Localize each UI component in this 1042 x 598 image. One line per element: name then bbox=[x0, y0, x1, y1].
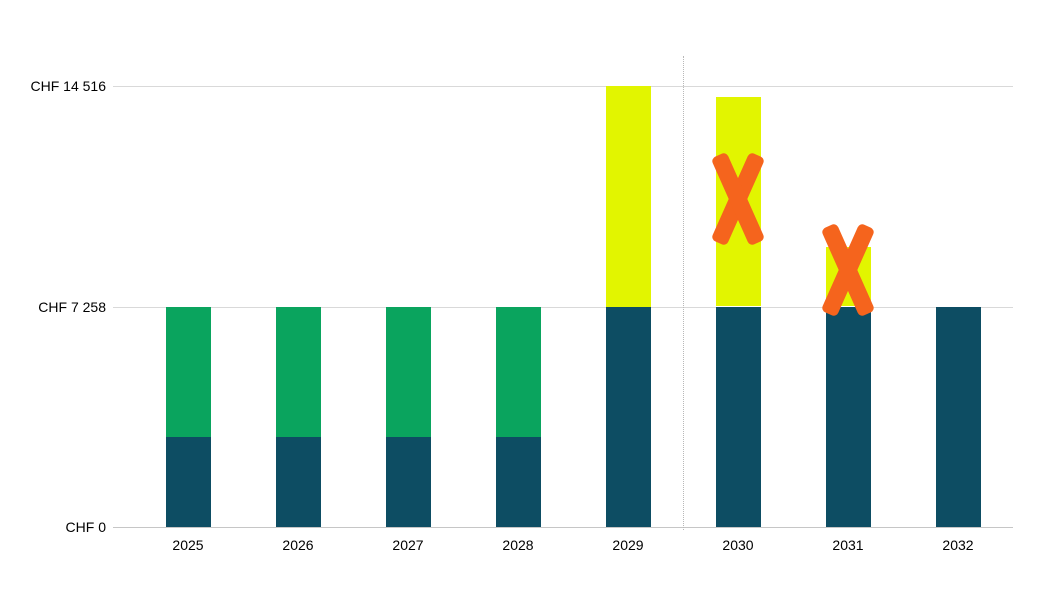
x-marker bbox=[706, 151, 770, 247]
gridline bbox=[113, 527, 1013, 528]
bar-segment-remaining-contribution bbox=[495, 306, 541, 438]
x-axis-label: 2029 bbox=[612, 537, 644, 553]
x-axis-label: 2032 bbox=[942, 537, 974, 553]
x-axis-label: 2028 bbox=[502, 537, 534, 553]
gridline bbox=[113, 86, 1013, 87]
bar-segment-paid-contribution bbox=[935, 306, 981, 527]
plot-area bbox=[113, 56, 1013, 530]
x-marker bbox=[816, 222, 880, 318]
period-divider bbox=[683, 56, 684, 530]
bar-segment-paid-contribution bbox=[715, 306, 761, 527]
y-axis-label: CHF 7 258 bbox=[38, 298, 106, 315]
bar-segment-purchase-potential bbox=[605, 86, 651, 307]
gridline bbox=[113, 306, 1013, 308]
bar-segment-paid-contribution bbox=[275, 437, 321, 527]
bar-segment-paid-contribution bbox=[385, 437, 431, 527]
bar-segment-paid-contribution bbox=[825, 306, 871, 527]
bar-segment-paid-contribution bbox=[165, 437, 211, 527]
bar-segment-remaining-contribution bbox=[165, 306, 211, 438]
x-axis-label: 2027 bbox=[392, 537, 424, 553]
x-axis-label: 2030 bbox=[722, 537, 754, 553]
y-axis-label: CHF 0 bbox=[65, 519, 106, 535]
bar-segment-paid-contribution bbox=[605, 306, 651, 527]
x-axis-label: 2025 bbox=[172, 537, 204, 553]
bar-segment-paid-contribution bbox=[495, 437, 541, 527]
bar-segment-remaining-contribution bbox=[275, 306, 321, 438]
x-axis-label: 2031 bbox=[832, 537, 864, 553]
bar-segment-remaining-contribution bbox=[385, 306, 431, 438]
x-axis-label: 2026 bbox=[282, 537, 314, 553]
y-axis-label: CHF 14 516 bbox=[30, 78, 106, 94]
